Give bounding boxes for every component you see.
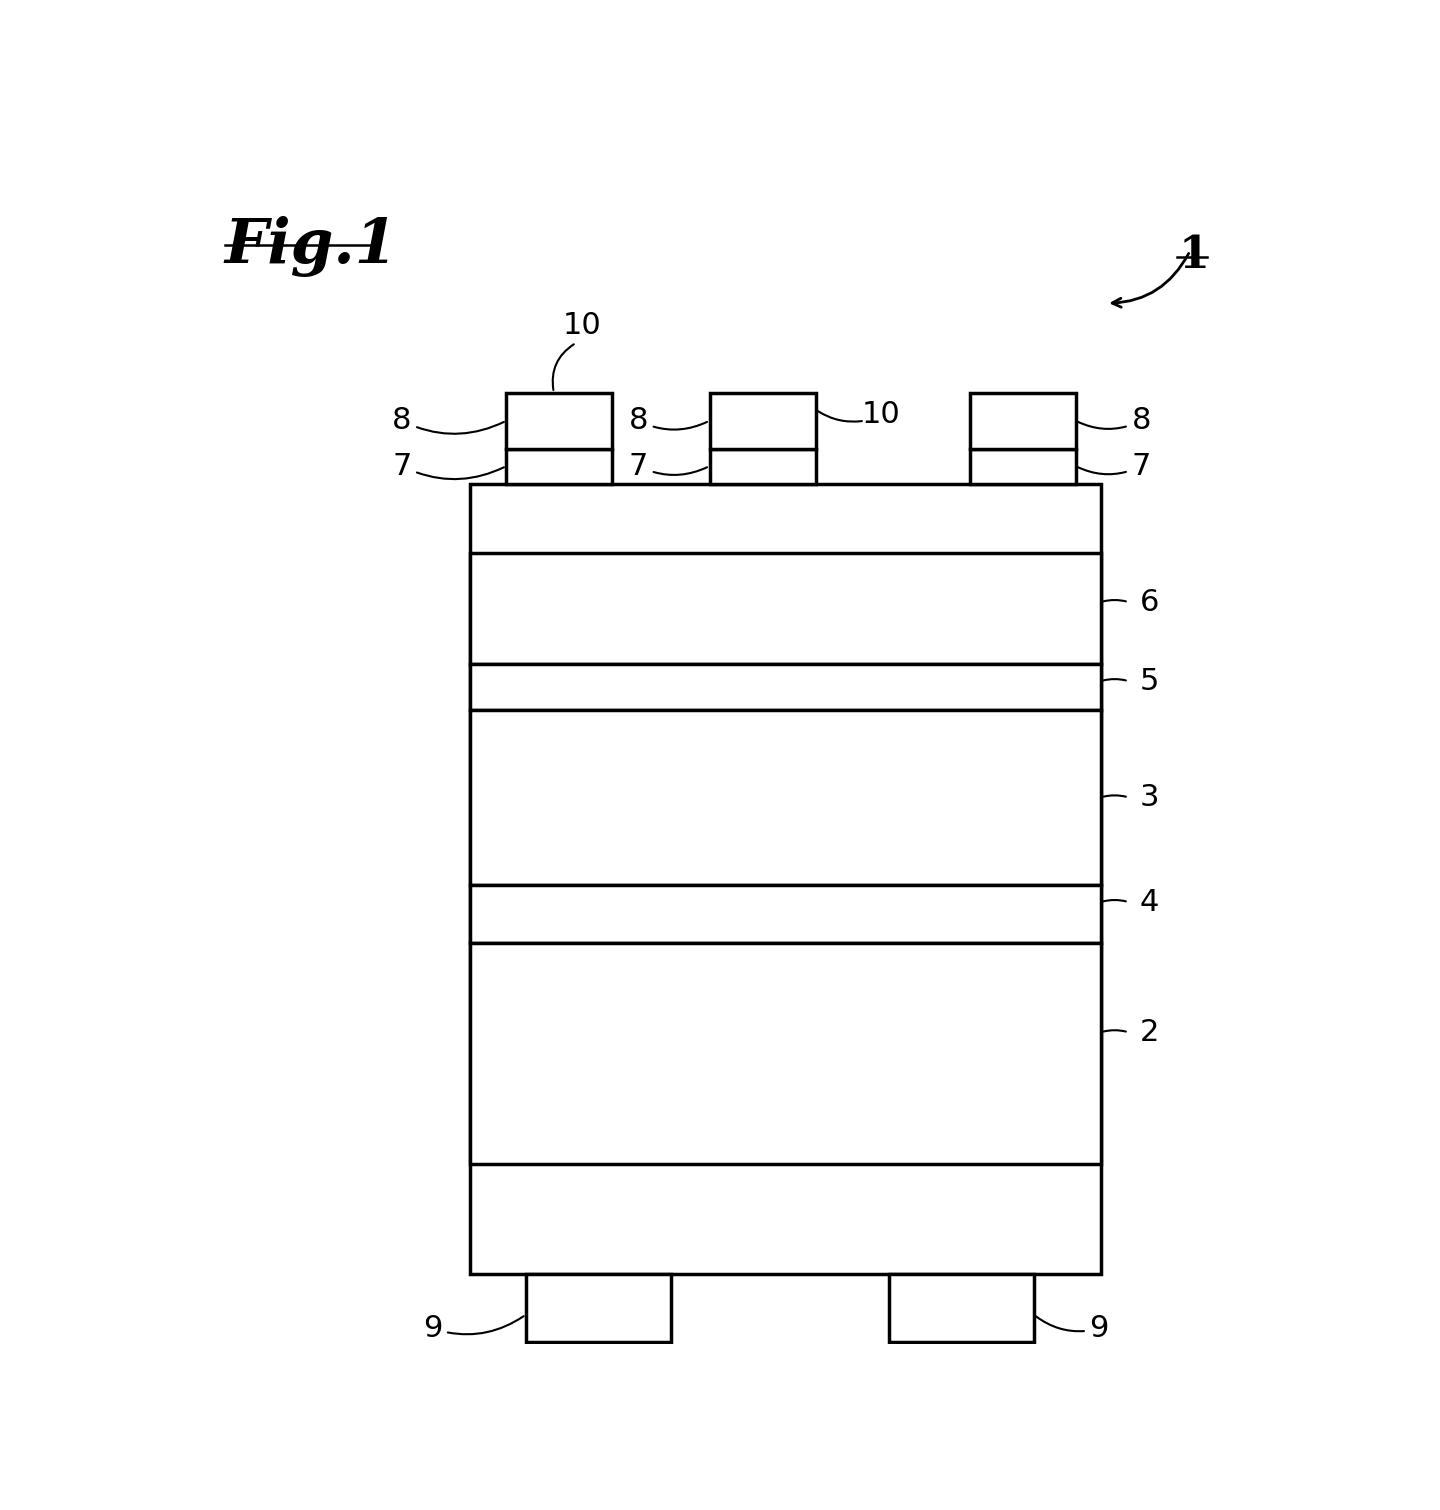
Bar — [469, 553, 1100, 664]
Bar — [469, 942, 1100, 1164]
Text: 1: 1 — [1179, 234, 1210, 276]
Text: 10: 10 — [563, 311, 600, 340]
Text: 8: 8 — [1079, 406, 1151, 435]
Bar — [469, 885, 1100, 942]
Bar — [469, 664, 1100, 710]
Bar — [710, 393, 815, 448]
Text: 5: 5 — [1140, 666, 1159, 696]
Bar — [507, 393, 612, 448]
Bar — [526, 1274, 671, 1341]
Text: Fig.1: Fig.1 — [225, 216, 397, 276]
Text: 10: 10 — [863, 400, 901, 429]
Text: 3: 3 — [1140, 782, 1159, 812]
Text: 8: 8 — [392, 406, 504, 435]
Text: 9: 9 — [1035, 1314, 1109, 1342]
Text: 9: 9 — [423, 1314, 524, 1342]
Text: 7: 7 — [392, 451, 504, 480]
Text: 8: 8 — [629, 406, 707, 435]
Text: 6: 6 — [1140, 587, 1159, 616]
Bar — [469, 710, 1100, 885]
Text: 7: 7 — [1079, 451, 1151, 480]
Text: 7: 7 — [629, 451, 707, 480]
Bar — [710, 448, 815, 483]
Bar — [507, 448, 612, 483]
Bar — [969, 393, 1076, 448]
Text: 4: 4 — [1140, 888, 1159, 917]
Bar — [888, 1274, 1034, 1341]
Text: 2: 2 — [1140, 1018, 1159, 1046]
Bar — [469, 483, 1100, 1274]
Bar — [969, 448, 1076, 483]
